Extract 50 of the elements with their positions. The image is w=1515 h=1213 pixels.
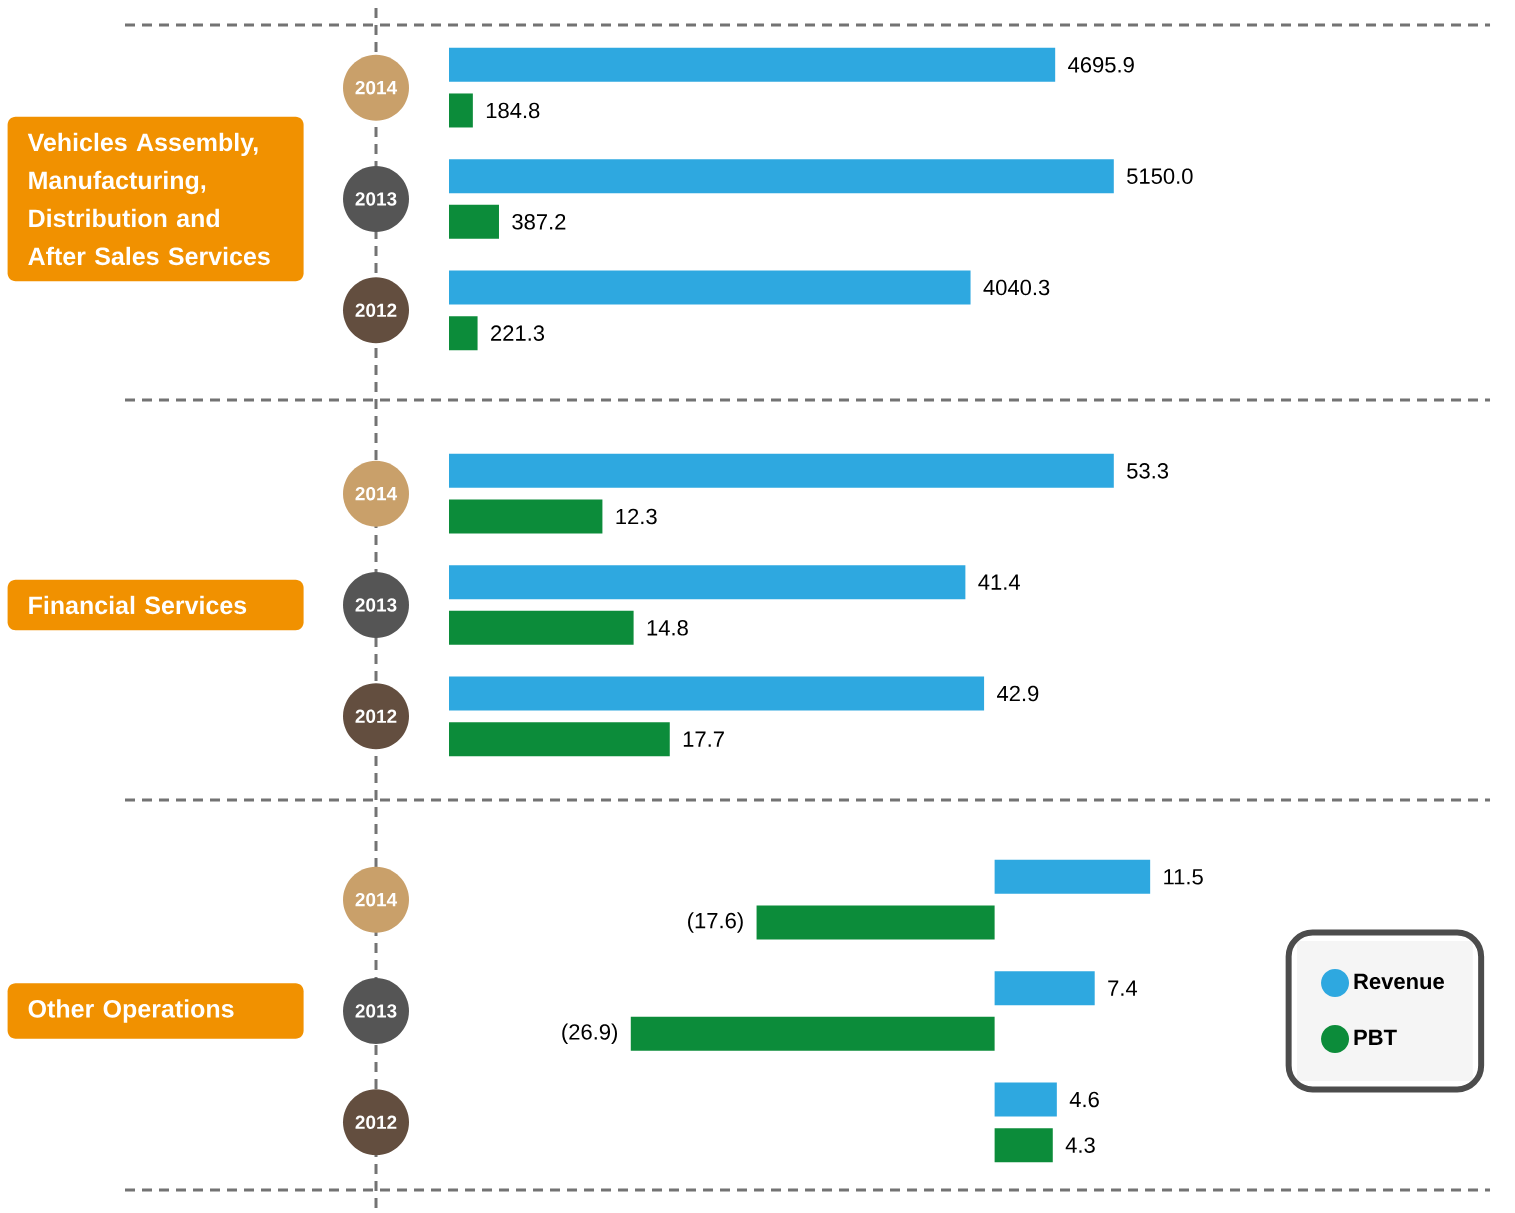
data-label: 7.4 — [1108, 980, 1138, 996]
data-label: (17.6) — [688, 912, 743, 933]
data-label: 4.6 — [1069, 1091, 1099, 1108]
bar — [449, 722, 670, 757]
y-tick-label: 2013 — [355, 1004, 397, 1018]
bar — [449, 159, 1114, 194]
y-tick-label: 2014 — [355, 892, 398, 907]
text: Vehicles Assembly, Manufacturing, Distribution and After Sales Services — [27, 132, 270, 266]
bar — [449, 47, 1056, 82]
data-label: 4695.9 — [1068, 57, 1134, 73]
bar — [449, 316, 478, 351]
data-label: 4.3 — [1065, 1137, 1095, 1153]
y-tick-label: 2014 — [355, 80, 398, 95]
legend-label: PBT — [1354, 1029, 1397, 1045]
bar — [449, 610, 634, 645]
data-label: 53.3 — [1127, 463, 1169, 479]
bar — [449, 93, 473, 128]
data-label: 14.8 — [647, 620, 688, 636]
y-tick-label: 2013 — [355, 598, 397, 612]
legend-label: Revenue — [1354, 973, 1444, 990]
y-tick-label: 2012 — [355, 303, 397, 318]
data-label: 42.9 — [996, 685, 1039, 702]
y-tick-label: 2012 — [355, 1115, 397, 1130]
bar — [630, 1016, 995, 1051]
bar — [994, 971, 1095, 1006]
data-label: 17.7 — [683, 731, 724, 747]
y-tick-label: 2012 — [355, 709, 397, 724]
data-label: 11.5 — [1164, 869, 1203, 885]
bar — [449, 453, 1114, 488]
data-label: 221.3 — [491, 325, 545, 341]
bar — [449, 676, 985, 711]
bar — [449, 204, 499, 239]
bar — [994, 1082, 1057, 1117]
bar — [449, 499, 603, 534]
text: Financial Services — [29, 595, 247, 615]
data-label: 387.2 — [512, 214, 566, 230]
text: Other Operations — [28, 999, 234, 1023]
bar — [994, 1128, 1053, 1163]
y-tick-label: 2014 — [355, 486, 398, 501]
data-label: 4040.3 — [983, 279, 1050, 296]
data-label: (26.9) — [562, 1023, 618, 1045]
bar — [994, 859, 1151, 894]
bar — [449, 270, 971, 305]
data-label: 184.8 — [486, 102, 540, 119]
data-label: 12.3 — [616, 508, 657, 525]
data-label: 5150.0 — [1127, 168, 1193, 184]
y-tick-label: 2013 — [355, 192, 397, 206]
bar — [756, 905, 995, 940]
data-label: 41.4 — [978, 574, 1020, 590]
bar — [449, 565, 966, 600]
